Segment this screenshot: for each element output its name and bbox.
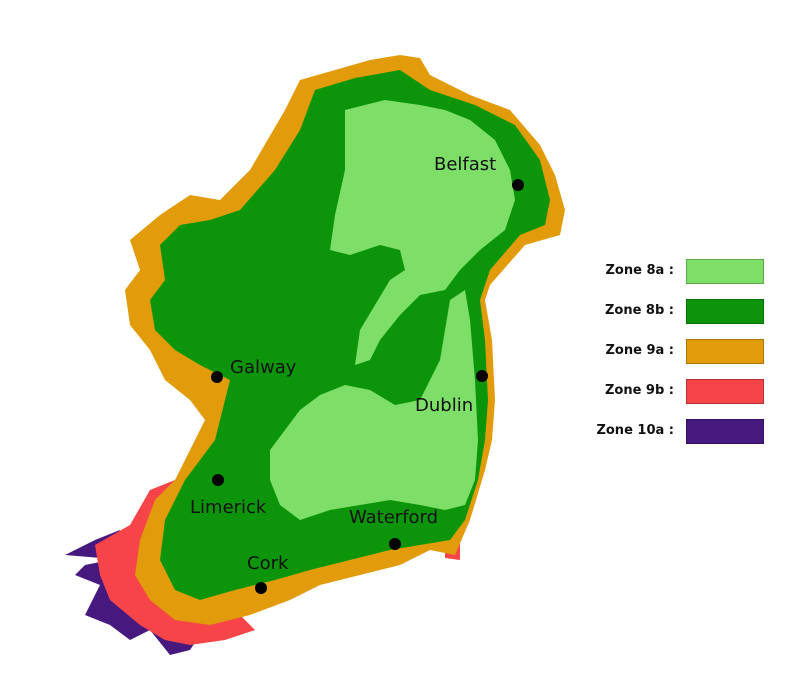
legend-item-zone-10a: Zone 10a :	[590, 419, 770, 445]
city-label-cork: Cork	[247, 553, 289, 574]
legend-swatch	[686, 339, 764, 364]
legend-item-zone-9a: Zone 9a :	[590, 339, 770, 365]
galway-marker[interactable]	[211, 371, 223, 383]
city-markers	[211, 179, 524, 594]
legend-label: Zone 10a :	[596, 423, 674, 438]
city-label-dublin: Dublin	[415, 395, 474, 416]
legend-label: Zone 8a :	[605, 263, 675, 278]
legend-item-zone-8a: Zone 8a :	[590, 259, 770, 285]
city-label-waterford: Waterford	[349, 507, 439, 528]
waterford-marker[interactable]	[389, 538, 401, 550]
city-label-galway: Galway	[230, 357, 297, 378]
legend-label: Zone 9b :	[604, 383, 674, 398]
legend-swatch	[686, 299, 764, 324]
dublin-marker[interactable]	[476, 370, 488, 382]
legend-item-zone-9b: Zone 9b :	[590, 379, 770, 405]
legend-item-zone-8b: Zone 8b :	[590, 299, 770, 325]
legend-swatch	[686, 259, 764, 284]
legend-swatch	[686, 419, 764, 444]
city-label-belfast: Belfast	[434, 154, 497, 175]
cork-marker[interactable]	[255, 582, 267, 594]
city-label-limerick: Limerick	[190, 497, 267, 518]
belfast-marker[interactable]	[512, 179, 524, 191]
legend-label: Zone 8b :	[604, 303, 674, 318]
zone-8a-region	[270, 100, 515, 520]
limerick-marker[interactable]	[212, 474, 224, 486]
legend-label: Zone 9a :	[605, 343, 675, 358]
legend-swatch	[686, 379, 764, 404]
